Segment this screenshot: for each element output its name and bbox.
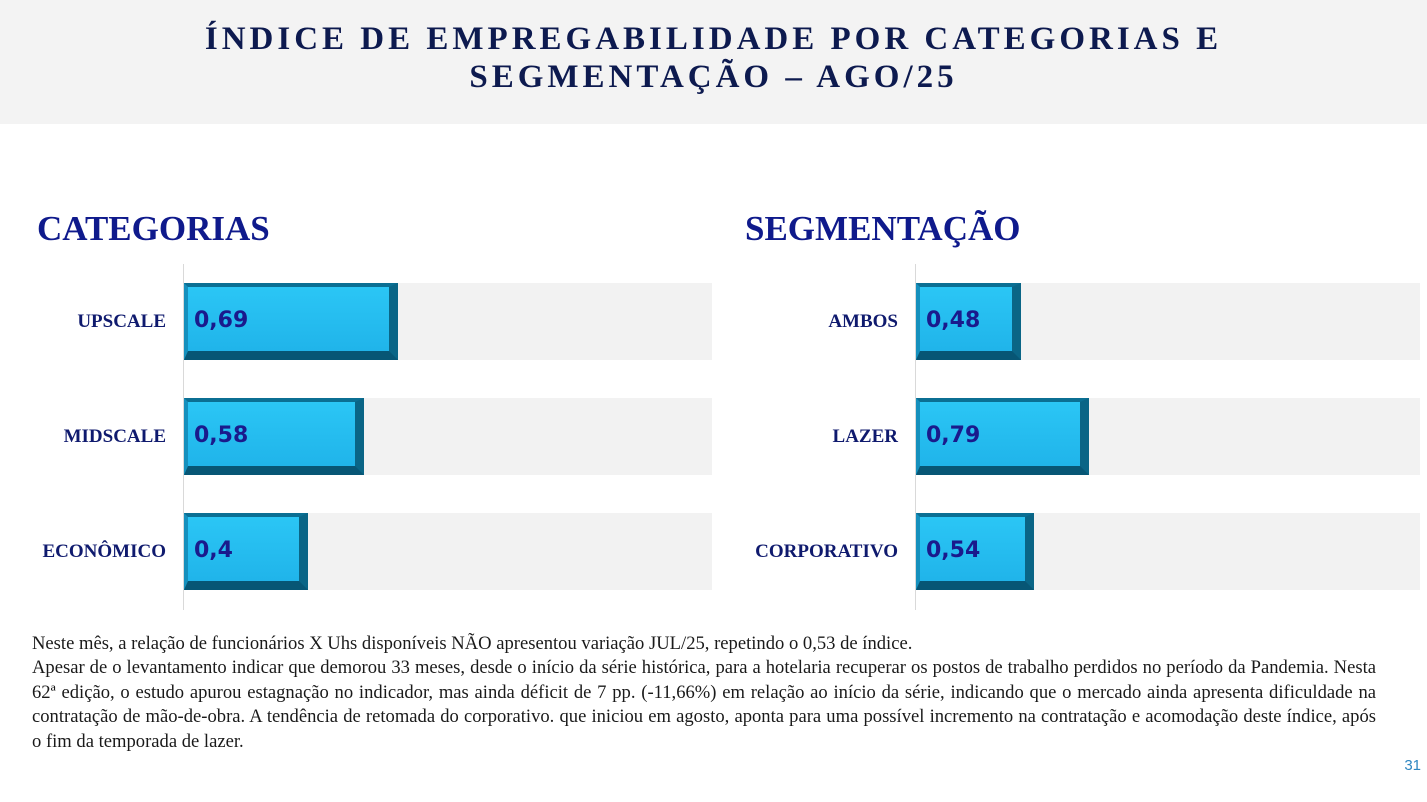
category-label-upscale: UPSCALE [77,311,166,332]
categorias-title: CATEGORIAS [37,209,270,248]
bar-value-label: 0,54 [926,538,981,563]
bar-value-label: 0,69 [194,308,249,333]
body-paragraph-1: Neste mês, a relação de funcionários X U… [32,633,913,654]
bar-corporativo: 0,54 [916,513,1034,590]
page-title-line-2: SEGMENTAÇÃO – AGO/25 [469,59,958,95]
bar-value-label: 0,48 [926,308,981,333]
body-text: Neste mês, a relação de funcionários X U… [32,632,1376,754]
chart-axis-line [915,264,916,610]
category-label-midscale: MIDSCALE [63,426,166,447]
bar-upscale: 0,69 [184,283,398,360]
bar-value-label: 0,79 [926,423,981,448]
page-title-line-1: ÍNDICE DE EMPREGABILIDADE POR CATEGORIAS… [204,21,1223,57]
chart-axis-line [183,264,184,610]
body-paragraph-2: Apesar de o levantamento indicar que dem… [32,657,1376,752]
bar-ambos: 0,48 [916,283,1021,360]
segmentacao-chart: AMBOS 0,48 LAZER 0,79 CORPORATIVO 0,54 [712,264,1422,610]
bar-lazer: 0,79 [916,398,1089,475]
bar-value-label: 0,58 [194,423,249,448]
category-label-ambos: AMBOS [828,311,898,332]
segmentacao-title: SEGMENTAÇÃO [745,209,1021,248]
bar-value-label: 0,4 [194,538,233,563]
bar-midscale: 0,58 [184,398,364,475]
category-label-corporativo: CORPORATIVO [755,541,898,562]
categorias-chart: UPSCALE 0,69 MIDSCALE 0,58 ECONÔMICO 0,4 [0,264,712,610]
page-title: ÍNDICE DE EMPREGABILIDADE POR CATEGORIAS… [0,20,1427,96]
header-band: ÍNDICE DE EMPREGABILIDADE POR CATEGORIAS… [0,0,1427,124]
page-number: 31 [1404,757,1421,774]
bar-econômico: 0,4 [184,513,308,590]
category-label-lazer: LAZER [832,426,898,447]
category-label-econômico: ECONÔMICO [42,541,167,562]
